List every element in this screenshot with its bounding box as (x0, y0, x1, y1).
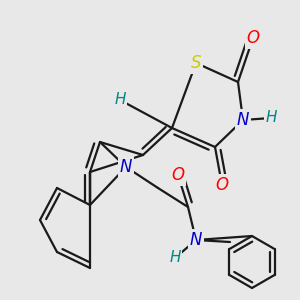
Text: H: H (114, 92, 126, 107)
Text: S: S (191, 54, 201, 72)
Text: O: O (171, 166, 184, 184)
Text: H: H (265, 110, 277, 125)
Text: N: N (237, 111, 249, 129)
Text: N: N (120, 158, 132, 176)
Text: H: H (169, 250, 181, 266)
Text: N: N (190, 231, 202, 249)
Text: O: O (215, 176, 229, 194)
Text: O: O (246, 29, 260, 47)
